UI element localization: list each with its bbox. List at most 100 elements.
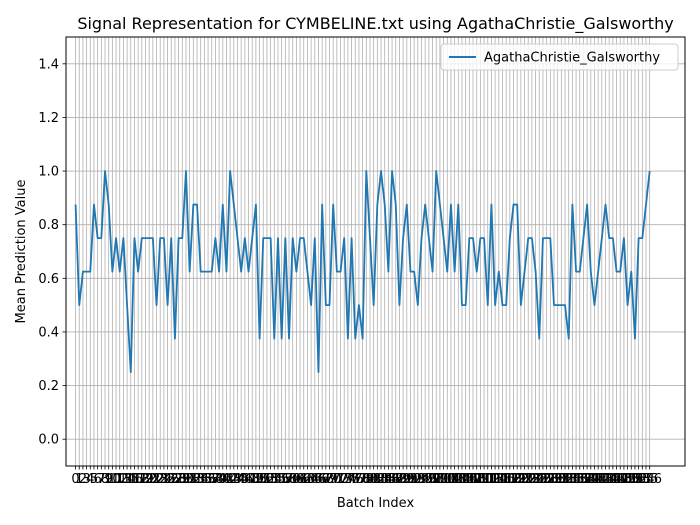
x-tick-label: 86 [384, 472, 401, 487]
x-tick-label: 135 [560, 472, 585, 487]
x-tick-label: 126 [527, 472, 552, 487]
x-tick-label: 125 [523, 472, 548, 487]
x-tick-label: 30 [178, 472, 195, 487]
x-tick-label: 49 [248, 472, 265, 487]
x-tick-label: 75 [343, 472, 360, 487]
x-tick-label: 29 [174, 472, 191, 487]
x-tick-label: 27 [167, 472, 184, 487]
x-tick-label: 92 [406, 472, 423, 487]
x-tick-label: 79 [358, 472, 375, 487]
x-tick-label: 142 [586, 472, 611, 487]
x-tick-label: 0 [71, 472, 79, 487]
x-tick-label: 131 [545, 472, 570, 487]
x-tick-label: 65 [307, 472, 324, 487]
x-tick-label: 138 [571, 472, 596, 487]
x-tick-label: 77 [351, 472, 368, 487]
x-tick-label: 110 [468, 472, 493, 487]
x-tick-label: 10 [104, 472, 121, 487]
x-tick-label: 102 [439, 472, 464, 487]
x-tick-label: 38 [207, 472, 224, 487]
y-axis-title: Mean Prediction Value [14, 180, 29, 324]
x-tick-label: 145 [597, 472, 622, 487]
x-tick-label: 21 [145, 472, 162, 487]
x-tick-label: 5 [90, 472, 98, 487]
x-tick-label: 17 [130, 472, 147, 487]
x-tick-label: 4 [86, 472, 94, 487]
x-tick-label: 152 [623, 472, 648, 487]
chart-title: Signal Representation for CYMBELINE.txt … [77, 14, 673, 34]
x-tick-label: 35 [196, 472, 213, 487]
x-tick-label: 54 [266, 472, 283, 487]
x-tick-label: 25 [159, 472, 176, 487]
x-tick-label: 134 [556, 472, 581, 487]
x-tick-label: 73 [336, 472, 353, 487]
x-tick-label: 9 [105, 472, 113, 487]
x-tick-label: 12 [111, 472, 128, 487]
x-tick-label: 16 [126, 472, 143, 487]
x-tick-label: 80 [362, 472, 379, 487]
legend: AgathaChristie_Galsworthy [440, 43, 679, 71]
x-tick-label: 44 [229, 472, 246, 487]
x-tick-label: 3 [82, 472, 90, 487]
x-tick-label: 154 [630, 472, 655, 487]
plot-area-frame [65, 36, 686, 467]
x-tick-label: 149 [611, 472, 636, 487]
x-tick-label: 50 [251, 472, 268, 487]
x-tick-label: 14 [119, 472, 136, 487]
x-tick-label: 113 [479, 472, 504, 487]
x-tick-label: 129 [538, 472, 563, 487]
x-tick-label: 130 [542, 472, 567, 487]
x-tick-label: 34 [192, 472, 209, 487]
x-tick-label: 151 [619, 472, 644, 487]
x-tick-label: 90 [399, 472, 416, 487]
x-tick-label: 89 [395, 472, 412, 487]
x-tick-label: 104 [446, 472, 471, 487]
x-tick-label: 153 [626, 472, 651, 487]
x-tick-label: 68 [318, 472, 335, 487]
x-tick-label: 45 [233, 472, 250, 487]
x-tick-label: 67 [314, 472, 331, 487]
x-tick-label: 139 [575, 472, 600, 487]
x-tick-label: 137 [567, 472, 592, 487]
x-tick-label: 112 [475, 472, 500, 487]
x-tick-label: 124 [519, 472, 544, 487]
y-tick-label: 1.2 [38, 111, 59, 126]
x-tick-label: 120 [505, 472, 530, 487]
x-tick-label: 62 [295, 472, 312, 487]
x-tick-label: 70 [325, 472, 342, 487]
y-tick-label: 0.2 [38, 379, 59, 394]
x-tick-label: 147 [604, 472, 629, 487]
x-tick-label: 115 [486, 472, 511, 487]
x-tick-label: 100 [431, 472, 456, 487]
x-tick-label: 51 [255, 472, 272, 487]
x-axis-title: Batch Index [337, 496, 415, 511]
x-tick-label: 122 [512, 472, 537, 487]
x-tick-label: 48 [244, 472, 261, 487]
x-tick-label: 97 [424, 472, 441, 487]
x-tick-label: 13 [115, 472, 132, 487]
series-layer [74, 170, 651, 374]
x-tick-label: 82 [369, 472, 386, 487]
x-tick-label: 40 [215, 472, 232, 487]
x-tick-label: 95 [417, 472, 434, 487]
x-tick-label: 87 [387, 472, 404, 487]
x-tick-label: 33 [189, 472, 206, 487]
x-tick-label: 53 [262, 472, 279, 487]
x-tick-label: 111 [472, 472, 497, 487]
x-tick-label: 81 [365, 472, 382, 487]
x-tick-label: 43 [226, 472, 243, 487]
x-tick-label: 71 [329, 472, 346, 487]
x-tick-label: 8 [101, 472, 109, 487]
legend-entry-label: AgathaChristie_Galsworthy [484, 51, 660, 66]
x-tick-label: 155 [634, 472, 659, 487]
x-tick-label: 32 [185, 472, 202, 487]
legend-box [440, 43, 679, 71]
x-tick-label: 52 [259, 472, 276, 487]
y-tick-label: 1.4 [38, 57, 59, 72]
x-tick-label: 24 [156, 472, 173, 487]
x-tick-label: 60 [288, 472, 305, 487]
x-tick-label: 107 [457, 472, 482, 487]
x-tick-label: 6 [94, 472, 102, 487]
x-tick-label: 7 [97, 472, 105, 487]
x-tick-label: 150 [615, 472, 640, 487]
